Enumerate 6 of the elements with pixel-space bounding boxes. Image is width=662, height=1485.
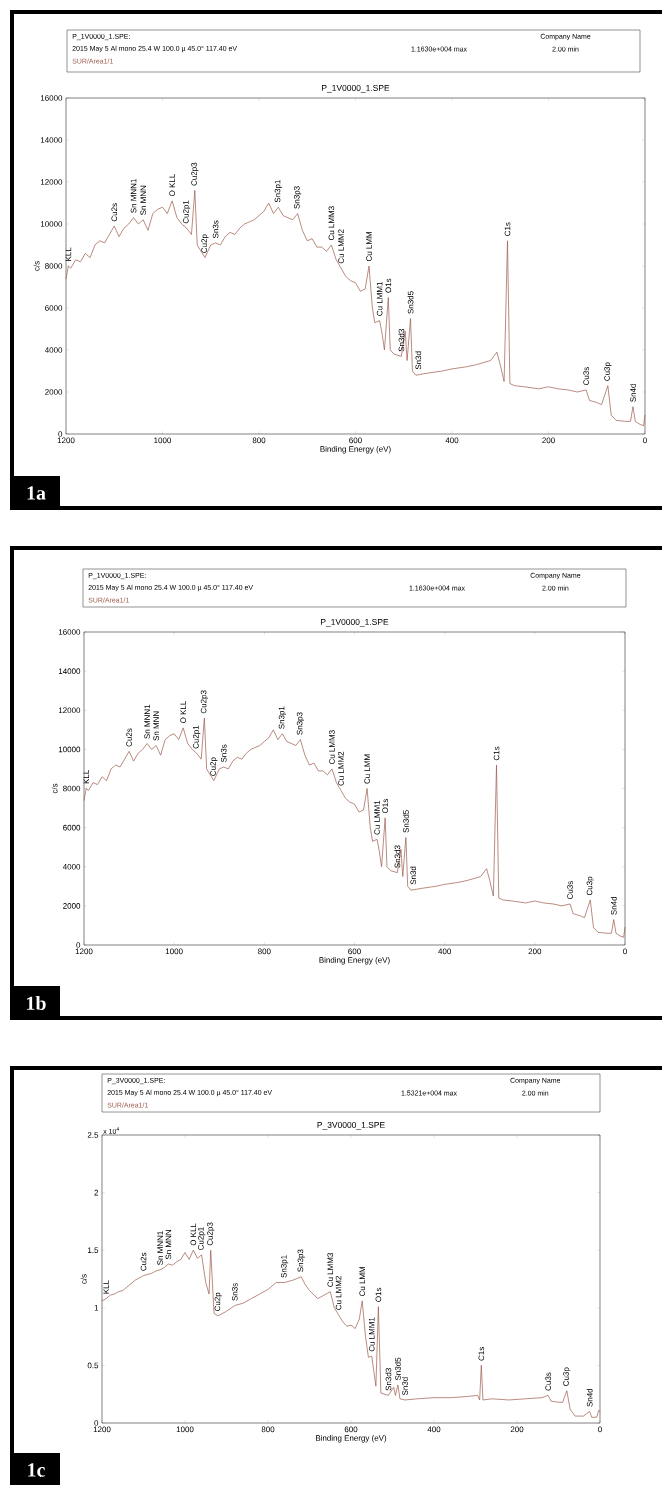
chart-title: P_1V0000_1.SPE <box>321 618 389 627</box>
text: 1b <box>27 996 46 1011</box>
chart-title: P_3V0000_1.SPE <box>317 1121 385 1130</box>
text: 1a <box>27 486 46 500</box>
text: 1c <box>28 1463 45 1477</box>
chart-title: P_1V0000_1.SPE <box>322 84 390 93</box>
